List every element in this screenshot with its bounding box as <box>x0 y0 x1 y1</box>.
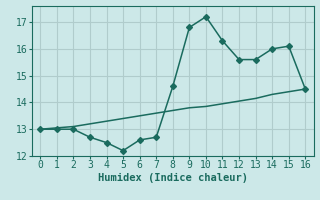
X-axis label: Humidex (Indice chaleur): Humidex (Indice chaleur) <box>98 173 248 183</box>
